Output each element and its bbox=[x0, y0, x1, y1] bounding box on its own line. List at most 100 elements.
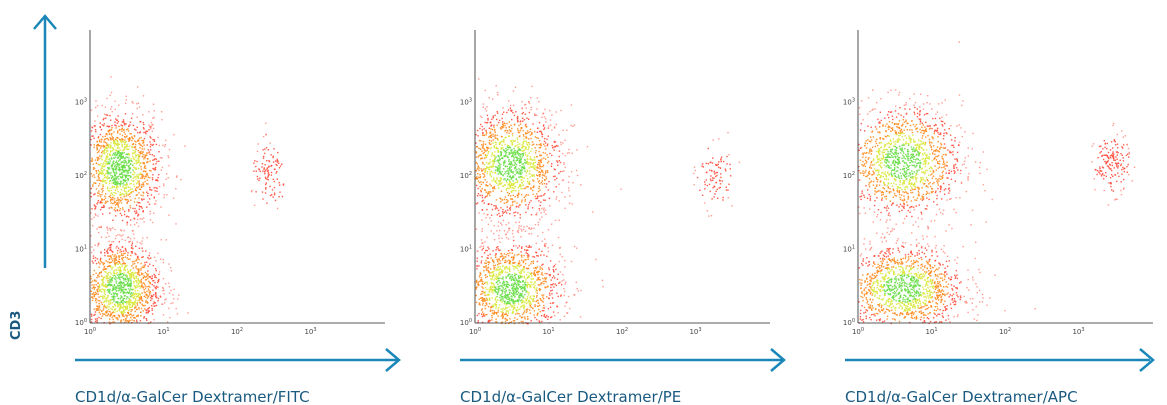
data-point bbox=[518, 159, 520, 161]
data-point bbox=[533, 168, 535, 170]
data-point bbox=[501, 286, 503, 288]
data-point bbox=[539, 175, 541, 177]
data-point bbox=[515, 178, 517, 180]
data-point bbox=[96, 151, 99, 154]
data-point bbox=[509, 227, 511, 230]
data-point bbox=[509, 252, 511, 254]
data-point bbox=[508, 188, 510, 190]
data-point bbox=[138, 208, 141, 210]
data-point bbox=[109, 153, 111, 155]
data-point bbox=[527, 322, 529, 325]
data-point bbox=[152, 159, 154, 161]
data-point bbox=[125, 317, 127, 320]
data-point bbox=[113, 162, 115, 165]
data-point bbox=[495, 278, 498, 280]
data-point bbox=[506, 307, 508, 309]
data-point bbox=[521, 144, 523, 146]
data-point bbox=[138, 268, 140, 270]
data-point bbox=[513, 114, 516, 117]
data-point bbox=[506, 302, 508, 305]
data-point bbox=[492, 250, 494, 252]
data-point bbox=[492, 115, 494, 117]
data-point bbox=[116, 147, 119, 149]
data-point bbox=[148, 151, 151, 153]
data-point bbox=[116, 310, 118, 312]
data-point bbox=[256, 175, 259, 178]
data-point bbox=[520, 288, 522, 290]
data-point bbox=[499, 229, 501, 232]
data-point bbox=[516, 180, 519, 182]
data-point bbox=[121, 121, 123, 123]
data-point bbox=[566, 129, 568, 131]
data-point bbox=[487, 263, 490, 266]
data-point bbox=[163, 194, 165, 196]
data-point bbox=[497, 248, 499, 250]
data-point bbox=[532, 186, 534, 189]
data-point bbox=[567, 295, 570, 298]
data-point bbox=[522, 130, 524, 132]
data-point bbox=[121, 168, 124, 170]
data-point bbox=[118, 163, 121, 165]
data-point bbox=[94, 208, 96, 210]
data-point bbox=[97, 200, 100, 202]
data-point bbox=[488, 248, 490, 250]
data-point bbox=[108, 284, 111, 286]
data-point bbox=[127, 309, 130, 312]
data-point bbox=[163, 196, 165, 199]
data-point bbox=[123, 285, 126, 287]
data-point bbox=[100, 257, 102, 260]
data-point bbox=[143, 163, 145, 165]
data-point bbox=[146, 174, 149, 176]
data-point bbox=[481, 146, 484, 149]
data-point bbox=[94, 293, 97, 296]
data-point bbox=[95, 106, 97, 109]
data-point bbox=[121, 198, 124, 200]
data-point bbox=[273, 168, 276, 170]
data-point bbox=[126, 303, 128, 305]
data-point bbox=[112, 285, 114, 288]
data-point bbox=[118, 104, 120, 106]
data-point bbox=[128, 161, 130, 163]
data-point bbox=[106, 114, 109, 116]
data-point bbox=[494, 187, 496, 190]
data-point bbox=[138, 183, 140, 185]
data-point bbox=[114, 276, 117, 278]
data-point bbox=[543, 313, 546, 316]
data-point bbox=[541, 116, 543, 118]
data-point bbox=[152, 163, 155, 165]
data-point bbox=[525, 107, 527, 109]
data-point bbox=[143, 295, 145, 298]
data-point bbox=[519, 156, 522, 158]
data-point bbox=[522, 117, 524, 119]
data-point bbox=[93, 216, 95, 219]
data-point bbox=[121, 177, 123, 179]
data-point bbox=[492, 186, 494, 189]
data-point bbox=[93, 144, 95, 146]
data-point bbox=[117, 319, 119, 321]
data-point bbox=[276, 164, 278, 166]
data-point bbox=[103, 153, 106, 155]
data-point bbox=[93, 249, 95, 251]
data-point bbox=[486, 281, 488, 283]
data-point bbox=[504, 296, 506, 299]
data-point bbox=[120, 161, 122, 163]
data-point bbox=[144, 165, 146, 167]
data-point bbox=[532, 179, 534, 181]
data-point bbox=[140, 168, 143, 170]
data-point bbox=[112, 202, 114, 205]
data-point bbox=[120, 306, 123, 308]
data-point bbox=[537, 255, 539, 257]
data-point bbox=[507, 194, 510, 197]
data-point bbox=[139, 121, 142, 123]
data-point bbox=[132, 113, 134, 115]
data-point bbox=[504, 259, 506, 262]
data-point bbox=[250, 190, 253, 193]
data-point bbox=[475, 151, 477, 153]
data-point bbox=[516, 293, 518, 295]
data-point bbox=[155, 163, 157, 165]
data-point bbox=[552, 275, 555, 277]
data-point bbox=[136, 241, 138, 243]
data-point bbox=[520, 127, 522, 129]
data-point bbox=[521, 182, 523, 184]
data-point bbox=[123, 149, 126, 151]
